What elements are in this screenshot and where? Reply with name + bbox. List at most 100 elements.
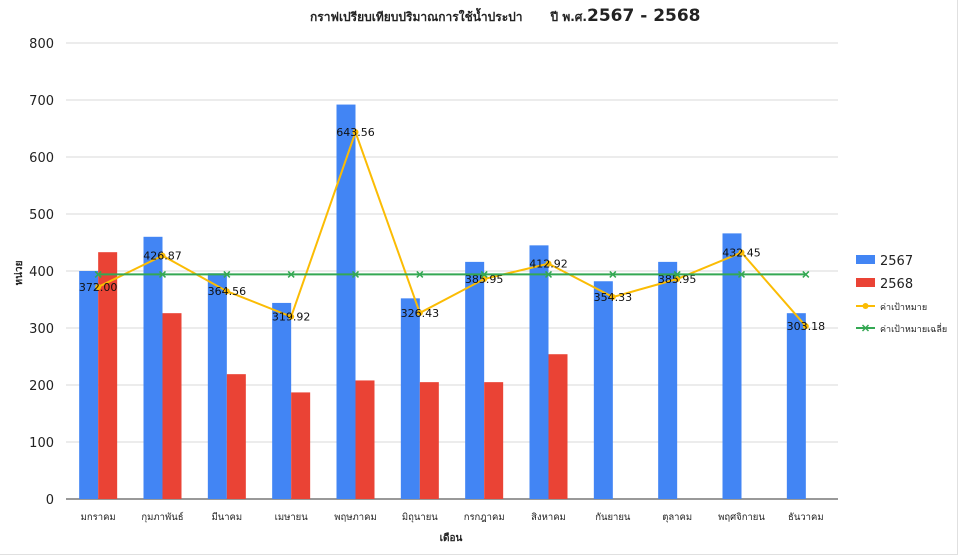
chart-title-main: กราฟเปรียบเทียบปริมาณการใช้น้ำประปา [310, 7, 523, 24]
point-ค่าเป้าหมายเฉลี่ย-9 [673, 270, 681, 278]
point-ค่าเป้าหมาย-2 [223, 288, 230, 295]
chart-title-year-prefix: ปี พ.ศ. [550, 10, 587, 24]
x-tick-label: มีนาคม [211, 511, 242, 523]
data-label: 385.95 [465, 273, 504, 286]
x-tick-label: ตุลาคม [662, 512, 692, 523]
y-tick-label: 0 [46, 493, 54, 508]
x-tick-label: กุมภาพันธ์ [141, 511, 183, 523]
point-ค่าเป้าหมายเฉลี่ย-11 [802, 270, 810, 278]
y-tick-label: 500 [29, 208, 54, 223]
y-tick-label: 400 [29, 265, 54, 280]
point-ค่าเป้าหมาย-7 [545, 260, 552, 267]
legend-label: 2567 [880, 254, 913, 269]
bar-2568-1 [162, 313, 182, 499]
point-ค่าเป้าหมายเฉลี่ย-1 [158, 270, 167, 278]
bar-2568-7 [548, 354, 568, 499]
point-ค่าเป้าหมายเฉลี่ย-4 [351, 270, 360, 278]
point-ค่าเป้าหมาย-11 [802, 323, 809, 330]
bar-2567-5 [400, 298, 420, 499]
y-axis-label: หน่วย [13, 260, 25, 285]
y-tick-label: 700 [29, 94, 54, 109]
point-ค่าเป้าหมายเฉลี่ย-5 [416, 270, 424, 278]
data-label: 303.18 [787, 320, 826, 333]
x-tick-label: ธันวาคม [788, 512, 824, 523]
y-tick-label: 200 [29, 379, 54, 394]
legend-swatch-2567 [856, 255, 875, 264]
x-tick-label: สิงหาคม [531, 512, 566, 523]
data-label: 385.95 [658, 273, 697, 286]
bar-2567-6 [465, 261, 485, 499]
x-axis-ticks: มกราคม กุมภาพันธ์ มีนาคม เมษายน พฤษภาคม มิถุน… [81, 511, 824, 523]
data-label: 364.56 [208, 285, 247, 298]
bar-2567-3 [272, 302, 292, 499]
bar-2567-1 [143, 236, 163, 500]
legend-swatch-2568 [856, 278, 875, 287]
bar-2567-11 [786, 313, 806, 499]
point-ค่าเป้าหมายเฉลี่ย-6 [480, 270, 488, 278]
x-tick-label: กรกฎาคม [464, 512, 505, 523]
chart-title: กราฟเปรียบเทียบปริมาณการใช้น้ำประปา ปี พ.… [310, 6, 701, 26]
point-ค่าเป้าหมาย-6 [481, 276, 488, 283]
x-tick-label: พฤษภาคม [334, 512, 377, 523]
y-tick-label: 800 [29, 37, 54, 52]
legend-marker-ค่าเป้าหมาย [862, 303, 869, 309]
bar-2567-2 [207, 273, 227, 499]
bar-2567-9 [658, 261, 678, 499]
bar-2568-0 [98, 252, 118, 499]
legend-marker-ค่าเป้าหมายเฉลี่ย [861, 324, 870, 332]
bar-2568-3 [291, 392, 311, 499]
data-label: 426.87 [143, 250, 182, 263]
legend-label: ค่าเป้าหมายเฉลี่ย [880, 322, 947, 335]
chart-title-year-range: 2567 - 2568 [587, 6, 701, 26]
point-ค่าเป้าหมายเฉลี่ย-8 [609, 270, 617, 278]
bar-2568-5 [419, 382, 439, 499]
bar-2567-4 [336, 104, 356, 499]
data-label: 372.00 [79, 281, 118, 294]
point-ค่าเป้าหมาย-9 [674, 276, 681, 283]
data-label: 354.33 [594, 291, 633, 304]
point-ค่าเป้าหมาย-8 [609, 294, 616, 301]
point-ค่าเป้าหมายเฉลี่ย-3 [287, 270, 295, 278]
point-ค่าเป้าหมายเฉลี่ย-10 [737, 270, 746, 278]
bar-2568-6 [484, 382, 504, 499]
x-tick-label: มิถุนายน [402, 512, 438, 523]
data-label: 412.92 [529, 258, 568, 271]
data-label: 432.45 [722, 247, 761, 260]
data-label: 643.56 [336, 126, 375, 139]
point-ค่าเป้าหมายเฉลี่ย-0 [94, 270, 102, 278]
point-ค่าเป้าหมาย-3 [288, 313, 295, 320]
bar-2567-8 [593, 281, 613, 499]
point-ค่าเป้าหมาย-10 [738, 249, 745, 256]
x-tick-label: พฤศจิกายน [718, 512, 765, 523]
point-ค่าเป้าหมายเฉลี่ย-2 [223, 270, 231, 278]
y-tick-label: 100 [29, 436, 54, 451]
data-label: 326.43 [401, 307, 440, 320]
point-ค่าเป้าหมาย-4 [352, 129, 359, 136]
bar-2567-7 [529, 245, 549, 499]
x-axis-label: เดือน [440, 532, 463, 544]
legend-label: ค่าเป้าหมาย [880, 302, 927, 313]
bar-2568-4 [355, 380, 375, 499]
point-ค่าเป้าหมาย-1 [159, 252, 166, 259]
point-ค่าเป้าหมายเฉลี่ย-7 [544, 270, 553, 278]
bar-2568-2 [226, 374, 246, 499]
line-ค่าเป้าหมาย [97, 129, 807, 327]
x-tick-label: เมษายน [275, 512, 309, 523]
bar-2567-10 [722, 233, 742, 499]
gridlines [66, 42, 838, 500]
point-ค่าเป้าหมาย-0 [95, 283, 102, 290]
data-label: 319.92 [272, 311, 311, 324]
x-tick-label: กันยายน [595, 512, 631, 523]
y-tick-label: 600 [29, 151, 54, 166]
bar-series [79, 104, 806, 500]
line-series: 372.00 426.87 364.56 319.92 643.56 326.43 385.… [79, 126, 825, 333]
legend-label: 2568 [880, 277, 913, 292]
x-tick-label: มกราคม [81, 512, 116, 523]
y-tick-label: 300 [29, 322, 54, 337]
bar-2567-0 [79, 271, 99, 499]
point-ค่าเป้าหมาย-5 [416, 309, 423, 316]
y-axis-ticks: 0 100 200 300 400 500 600 700 800 [29, 37, 54, 508]
